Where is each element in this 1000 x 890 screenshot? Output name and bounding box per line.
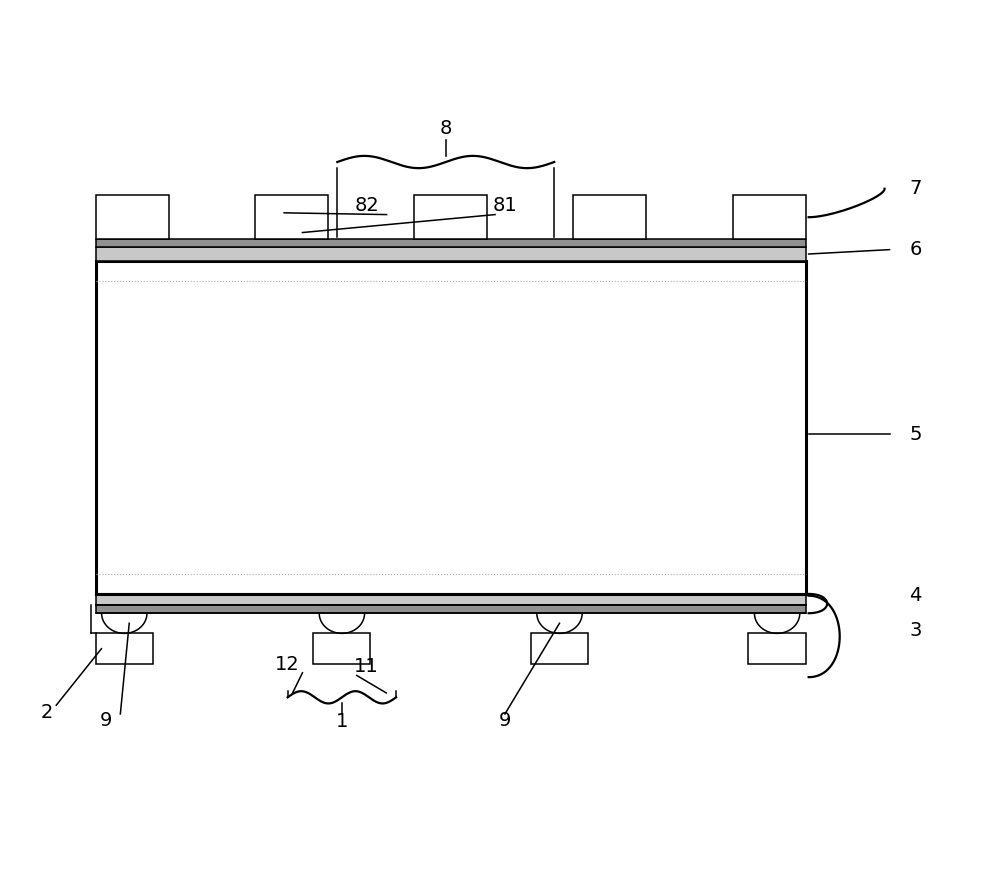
Bar [96,594,806,605]
Polygon shape [319,613,365,634]
Polygon shape [754,613,800,634]
Text: 8: 8 [440,119,452,138]
Polygon shape [537,613,582,634]
Polygon shape [102,613,147,634]
Bar [531,634,588,664]
Bar [96,261,806,594]
Text: 5: 5 [909,425,922,443]
Text: 12: 12 [275,654,300,674]
Bar [96,605,806,613]
Text: 6: 6 [909,240,922,259]
Bar [573,195,646,239]
Text: 2: 2 [40,703,53,722]
Text: 9: 9 [499,711,511,731]
Bar [313,634,370,664]
Text: 3: 3 [909,621,922,640]
Text: 7: 7 [909,179,922,198]
Text: 11: 11 [354,657,379,676]
Bar [96,247,806,261]
Bar [733,195,806,239]
Bar [96,634,153,664]
Text: 4: 4 [909,586,922,604]
Text: 1: 1 [336,712,348,732]
Bar [748,634,806,664]
Bar [96,195,169,239]
Bar [96,239,806,247]
Text: 81: 81 [493,197,517,215]
Bar [414,195,487,239]
Bar [255,195,328,239]
Text: 82: 82 [354,197,379,215]
Text: 9: 9 [99,711,112,731]
